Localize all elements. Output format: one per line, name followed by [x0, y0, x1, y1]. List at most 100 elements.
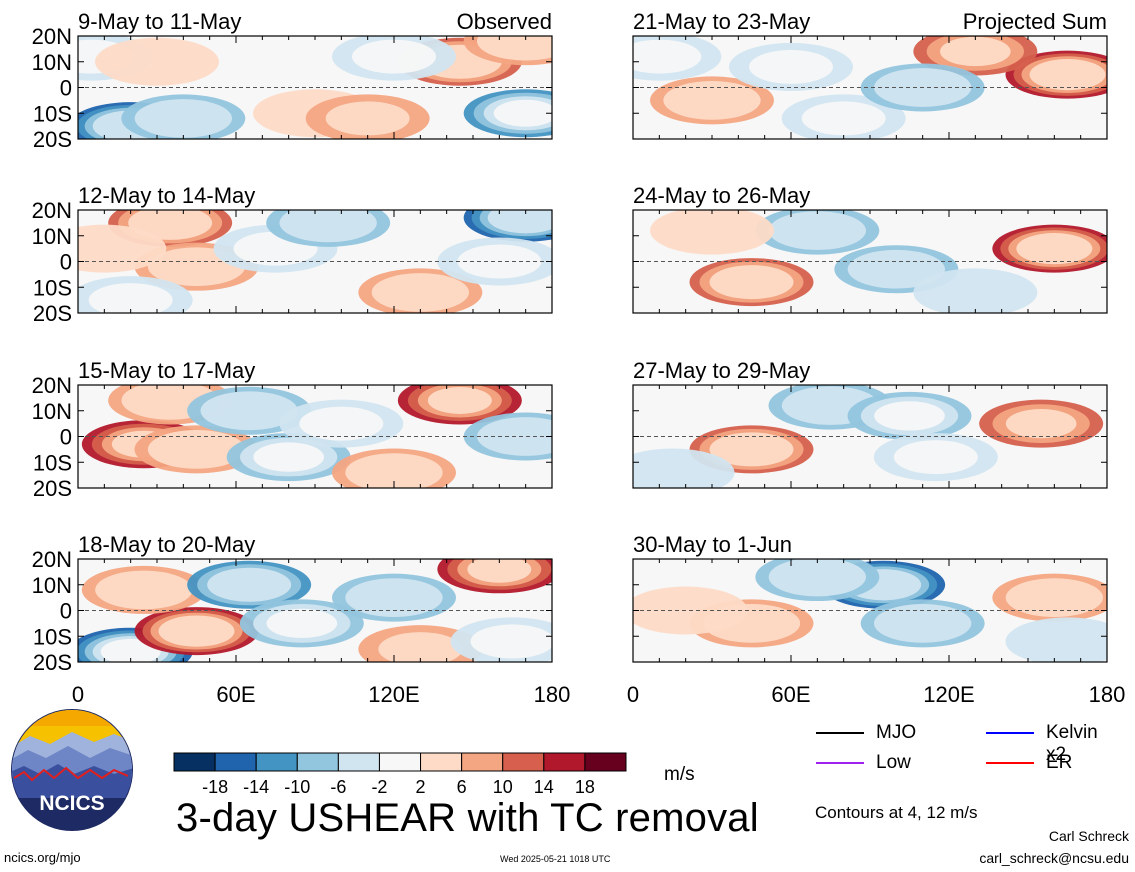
logo-text: NCICS: [39, 792, 104, 815]
y-tick-label: 10N: [32, 399, 72, 424]
anomaly-blob: [663, 81, 761, 120]
colorbar-tick-label: 6: [457, 777, 467, 797]
anomaly-blob: [874, 401, 945, 431]
colorbar-tick-label: 18: [575, 777, 595, 797]
colorbar-swatch: [420, 752, 463, 772]
footer-website: ncics.org/mjo: [4, 850, 81, 865]
y-tick-label: 10S: [33, 624, 72, 649]
legend-label-low: Low: [876, 752, 911, 773]
ncics-logo: NCICS: [10, 708, 134, 832]
anomaly-blob: [95, 37, 219, 86]
anomaly-blob: [253, 442, 324, 472]
anomaly-blob: [487, 210, 552, 234]
colorbar-tick-label: 14: [534, 777, 554, 797]
anomaly-blob: [709, 265, 794, 300]
anomaly-blob: [352, 39, 436, 74]
y-tick-label: 10N: [32, 573, 72, 598]
panel-6: 27-May to 29-May: [632, 358, 1108, 489]
y-tick-label: 10N: [32, 50, 72, 75]
colorbar-units: m/s: [664, 764, 695, 785]
anomaly-blob: [158, 615, 235, 647]
y-tick-label: 20S: [33, 127, 72, 152]
y-tick-label: 20S: [33, 301, 72, 326]
panel-title: 24-May to 26-May: [633, 183, 810, 208]
anomaly-blob: [1005, 578, 1103, 617]
anomaly-blob: [371, 273, 470, 312]
colorbar-swatch: [214, 752, 257, 772]
anomaly-blob: [874, 604, 972, 643]
anomaly-blob: [633, 39, 702, 74]
anomaly-blob: [477, 36, 552, 61]
anomaly-blob: [633, 448, 735, 488]
x-tick-label: 120E: [923, 682, 974, 707]
footer-email: carl_schreck@ncsu.edu: [979, 850, 1129, 866]
anomaly-blob: [847, 249, 945, 289]
chart-title: 3-day USHEAR with TC removal: [176, 796, 759, 840]
anomaly-blob: [1029, 59, 1106, 91]
colorbar-swatch: [378, 752, 422, 772]
colorbar-swatch: [502, 752, 545, 772]
anomaly-blob: [470, 624, 552, 659]
y-tick-label: 10S: [33, 101, 72, 126]
footer-author: Carl Schreck: [1048, 828, 1129, 844]
x-tick-label: 0: [627, 682, 639, 707]
colorbar-swatch: [337, 752, 380, 772]
colorbar-tick-label: -2: [371, 777, 387, 797]
panel-title: 12-May to 14-May: [78, 183, 255, 208]
contour-note: Contours at 4, 12 m/s: [815, 803, 978, 822]
anomaly-blob: [427, 386, 492, 414]
anomaly-blob: [467, 559, 532, 583]
x-tick-label: 180: [1089, 682, 1126, 707]
x-tick-label: 60E: [771, 682, 810, 707]
anomaly-blob: [650, 210, 774, 255]
anomaly-blob: [147, 430, 246, 469]
anomaly-blob: [299, 406, 384, 441]
anomaly-blob: [940, 36, 1011, 67]
panel-title: 30-May to 1-Jun: [633, 532, 792, 557]
colorbar-swatch: [296, 752, 339, 772]
colorbar-swatch: [584, 752, 627, 772]
y-tick-label: 20N: [32, 198, 72, 223]
anomaly-blob: [1005, 617, 1107, 662]
anomaly-blob: [1016, 233, 1093, 265]
panel-title: 27-May to 29-May: [633, 358, 810, 383]
y-tick-label: 0: [60, 425, 72, 450]
y-tick-label: 0: [60, 599, 72, 624]
anomaly-blob: [200, 391, 298, 431]
anomaly-blob: [207, 567, 292, 602]
legend-line-kelvin: [986, 732, 1034, 734]
colorbar-swatch: [543, 752, 586, 772]
legend-label-mjo: MJO: [876, 722, 917, 743]
colorbar: -18 -14 -10 -6 -2 2 6 10 14 18: [173, 752, 627, 797]
anomaly-blob: [493, 99, 552, 127]
colorbar-tick-label: 2: [416, 777, 426, 797]
column-header: Projected Sum: [963, 9, 1107, 34]
x-tick-label: 120E: [368, 682, 419, 707]
anomaly-blob: [749, 49, 833, 84]
anomaly-blob: [345, 578, 443, 617]
y-tick-label: 0: [60, 250, 72, 275]
anomaly-blob: [378, 632, 463, 662]
y-tick-label: 0: [60, 76, 72, 101]
legend-line-low: [816, 762, 864, 764]
panel-title: 18-May to 20-May: [78, 532, 255, 557]
y-tick-label: 10N: [32, 224, 72, 249]
colorbar-tick-label: -18: [202, 777, 228, 797]
colorbar-swatch: [173, 752, 216, 772]
colorbar-tick-label: 10: [493, 777, 513, 797]
y-tick-label: 20N: [32, 373, 72, 398]
y-tick-label: 20N: [32, 547, 72, 572]
anomaly-blob: [78, 224, 167, 273]
y-tick-label: 10S: [33, 275, 72, 300]
x-tick-label: 60E: [216, 682, 255, 707]
anomaly-blob: [345, 453, 443, 488]
y-tick-label: 20S: [33, 650, 72, 675]
anomaly-blob: [709, 432, 794, 467]
colorbar-tick-label: -10: [284, 777, 310, 797]
anomaly-blob: [134, 99, 232, 138]
anomaly-blob: [95, 570, 193, 610]
